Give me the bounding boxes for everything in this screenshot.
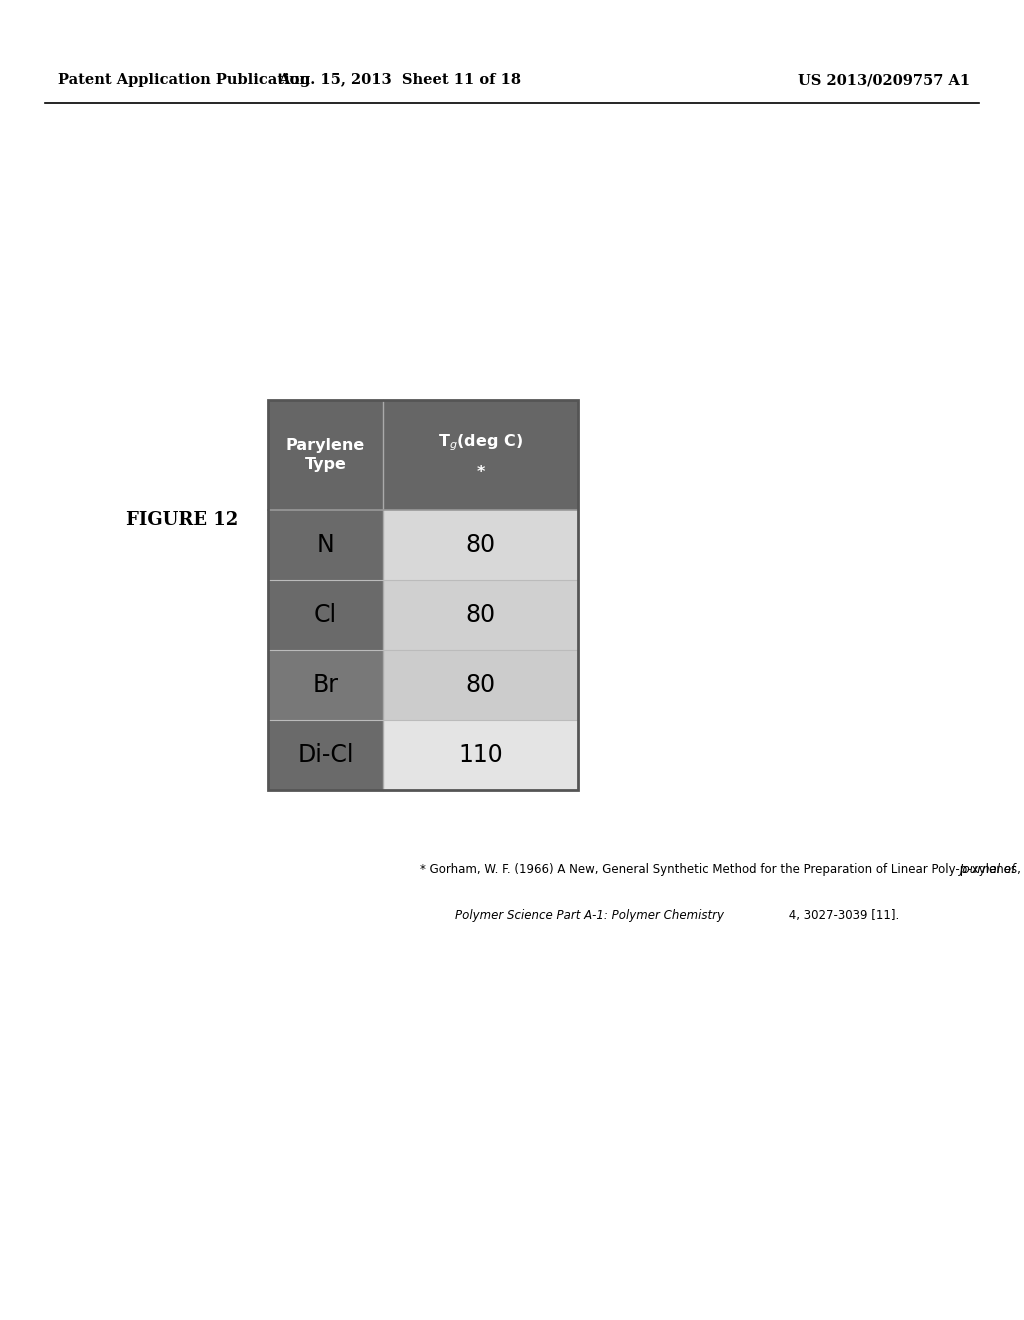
Text: Aug. 15, 2013  Sheet 11 of 18: Aug. 15, 2013 Sheet 11 of 18 bbox=[279, 73, 521, 87]
Bar bbox=[383, 719, 578, 789]
Bar bbox=[268, 649, 383, 719]
Text: N: N bbox=[316, 533, 335, 557]
Text: 110: 110 bbox=[458, 743, 503, 767]
Text: *: * bbox=[476, 466, 484, 480]
Text: 80: 80 bbox=[466, 533, 496, 557]
Text: 80: 80 bbox=[466, 673, 496, 697]
Bar bbox=[268, 400, 383, 510]
Text: US 2013/0209757 A1: US 2013/0209757 A1 bbox=[798, 73, 970, 87]
Text: Patent Application Publication: Patent Application Publication bbox=[58, 73, 310, 87]
Bar bbox=[383, 649, 578, 719]
Text: Di-Cl: Di-Cl bbox=[297, 743, 353, 767]
Text: Br: Br bbox=[312, 673, 339, 697]
Text: Journal of: Journal of bbox=[961, 863, 1016, 876]
Bar bbox=[383, 510, 578, 579]
Bar bbox=[268, 400, 578, 789]
Text: T$_g$(deg C): T$_g$(deg C) bbox=[438, 433, 523, 453]
Bar bbox=[268, 510, 383, 579]
Bar bbox=[383, 400, 578, 510]
Text: 80: 80 bbox=[466, 603, 496, 627]
Bar bbox=[268, 719, 383, 789]
Bar bbox=[268, 579, 383, 649]
Text: * Gorham, W. F. (1966) A New, General Synthetic Method for the Preparation of Li: * Gorham, W. F. (1966) A New, General Sy… bbox=[420, 863, 1024, 876]
Bar bbox=[383, 579, 578, 649]
Text: Cl: Cl bbox=[314, 603, 337, 627]
Text: Polymer Science Part A-1: Polymer Chemistry: Polymer Science Part A-1: Polymer Chemis… bbox=[455, 908, 724, 921]
Text: Parylene
Type: Parylene Type bbox=[286, 438, 366, 471]
Text: FIGURE 12: FIGURE 12 bbox=[126, 511, 239, 529]
Text: 4, 3027-3039 [11].: 4, 3027-3039 [11]. bbox=[785, 908, 899, 921]
